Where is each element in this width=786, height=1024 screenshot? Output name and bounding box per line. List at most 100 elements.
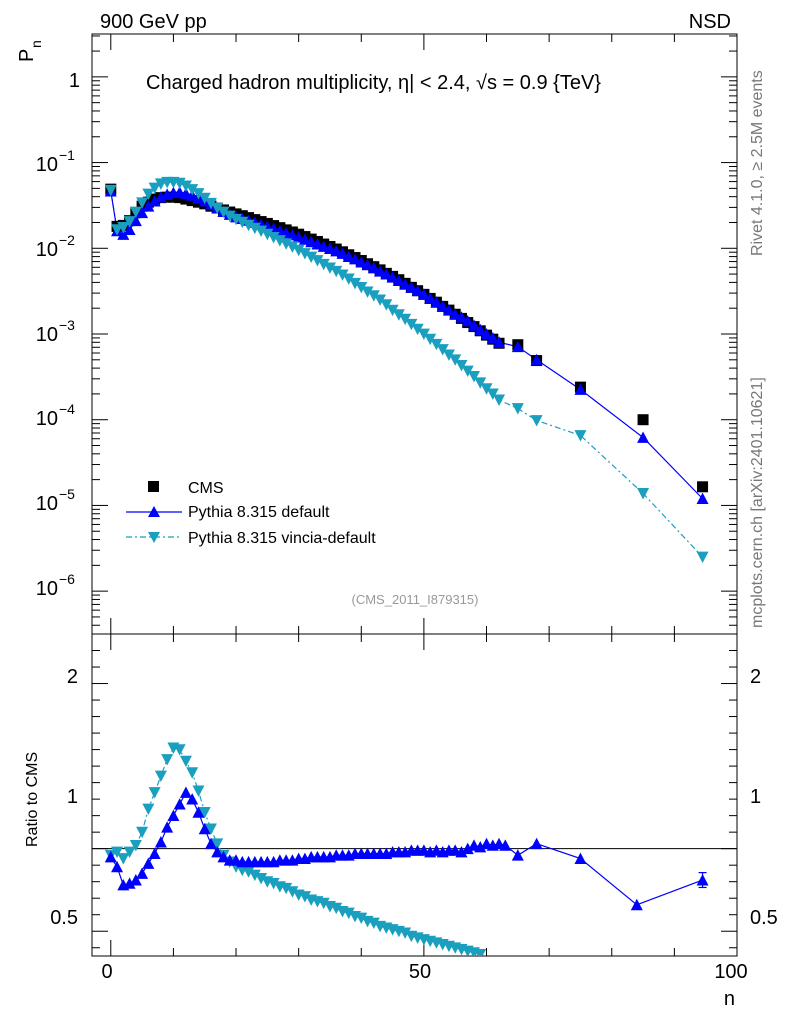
ratio-default-point — [161, 821, 174, 833]
vincia-point — [436, 344, 449, 356]
vincia-point — [380, 299, 393, 311]
ratio-vincia-point — [192, 785, 205, 797]
ratio-default-point — [136, 867, 149, 879]
vincia-point — [248, 222, 261, 235]
ratio-default-point — [198, 822, 211, 835]
ratio-vincia-point — [136, 826, 149, 839]
ratio-plot-series — [92, 742, 737, 956]
vincia-point — [198, 192, 211, 205]
ratio-vincia-point — [242, 866, 255, 878]
ratio-default-point — [630, 898, 643, 911]
default-point — [392, 274, 405, 286]
ratio-vincia-point — [211, 838, 224, 850]
default-point — [399, 278, 412, 290]
default-point — [311, 238, 324, 250]
y-tick-exp-1e-6: −6 — [59, 571, 75, 587]
default-point — [574, 383, 587, 395]
bottom-plot-frame — [91, 633, 738, 957]
vincia-point — [386, 304, 399, 317]
top-y-axis-title-base: P — [16, 49, 38, 62]
ratio-default-point — [499, 839, 512, 851]
y-tick-label-1e-4: 10 — [36, 408, 58, 430]
vincia-point — [417, 328, 430, 340]
vincia-point — [449, 354, 462, 366]
default-point — [349, 252, 362, 265]
y-tick-label-1e-2: 10 — [36, 239, 58, 261]
vincia-point — [104, 184, 117, 197]
default-point — [355, 256, 368, 268]
ratio-default-point — [211, 845, 224, 858]
ratio-vincia-point — [198, 806, 211, 819]
vincia-point — [217, 206, 230, 219]
default-line — [110, 190, 703, 500]
vincia-point — [392, 309, 405, 321]
y-tick-exp-1e-1: −1 — [59, 147, 75, 163]
ratio-vincia-point — [286, 886, 299, 898]
cms-point — [697, 481, 709, 493]
vincia-point — [323, 262, 336, 274]
ratio-default-point — [179, 786, 192, 798]
ratio-default-point — [129, 874, 142, 886]
vincia-point — [349, 277, 362, 290]
vincia-point — [186, 184, 199, 196]
default-point — [123, 223, 136, 236]
vincia-point — [342, 273, 355, 285]
ratio-vincia-point — [186, 767, 199, 779]
vincia-point — [123, 216, 136, 228]
ratio-default-point — [111, 860, 124, 873]
legend-cms-label: CMS — [188, 480, 224, 497]
default-point — [336, 247, 349, 259]
default-point — [424, 292, 437, 304]
vincia-point — [273, 235, 286, 247]
chart-title-part-a: Charged hadron multiplicity, — [146, 72, 398, 94]
ratio-default-point — [123, 877, 136, 889]
y-tick-exp-1e-4: −4 — [59, 401, 75, 417]
default-point — [530, 353, 543, 366]
vincia-point — [430, 338, 443, 351]
vincia-point — [261, 228, 274, 241]
y-tick-label-1e-6: 10 — [36, 578, 58, 600]
bottom-y-tick-labels: 2 1 0.5 2 1 0.5 — [50, 666, 778, 929]
vincia-point — [399, 313, 412, 326]
ratio-tick-label-2-right: 2 — [750, 666, 761, 688]
top-y-tick-labels: 1 10 −1 10 −2 10 −3 10 −4 10 −5 10 −6 — [36, 70, 80, 600]
chart-title-part-b: η| < 2.4, — [398, 72, 476, 94]
ratio-default-point — [530, 837, 543, 850]
ratio-tick-label-1-right: 1 — [750, 786, 761, 808]
cms-point — [637, 414, 649, 426]
x-axis-title: n — [724, 988, 735, 1010]
chart-title-sqrt: √ — [476, 72, 487, 94]
vincia-point — [467, 371, 480, 383]
ratio-default-point — [474, 841, 487, 853]
ratio-vincia-point — [342, 907, 355, 920]
ratio-vincia-point — [474, 948, 487, 956]
vincia-point — [311, 255, 324, 267]
vincia-point — [305, 251, 318, 264]
ratio-default-point — [461, 842, 474, 855]
ratio-vincia-point — [280, 882, 293, 895]
default-point — [455, 311, 468, 323]
ratio-vincia-point — [154, 770, 167, 783]
default-point — [467, 319, 480, 331]
default-point — [342, 250, 355, 262]
vincia-point — [424, 333, 437, 346]
default-point — [417, 288, 430, 300]
y-tick-exp-1e-5: −5 — [59, 486, 75, 502]
y-tick-label-1: 1 — [69, 70, 80, 92]
vincia-point — [280, 238, 293, 250]
default-point — [386, 271, 399, 283]
y-tick-label-1e-1: 10 — [36, 154, 58, 176]
ratio-vincia-point — [123, 846, 136, 858]
ratio-vincia-point — [317, 897, 330, 910]
default-point — [637, 431, 650, 443]
ratio-default-point — [204, 837, 217, 850]
ratio-default-point — [142, 857, 155, 869]
x-tick-labels: 0 50 100 — [101, 961, 747, 983]
chart-title-part-c: s = 0.9 {TeV} — [487, 72, 601, 94]
side-label-rivet: Rivet 4.1.0, ≥ 2.5M events — [749, 70, 766, 256]
default-point — [480, 328, 493, 340]
y-tick-exp-1e-2: −2 — [59, 232, 75, 248]
ratio-vincia-point — [129, 839, 142, 852]
default-point — [430, 296, 443, 308]
ratio-vincia-point — [173, 744, 186, 756]
